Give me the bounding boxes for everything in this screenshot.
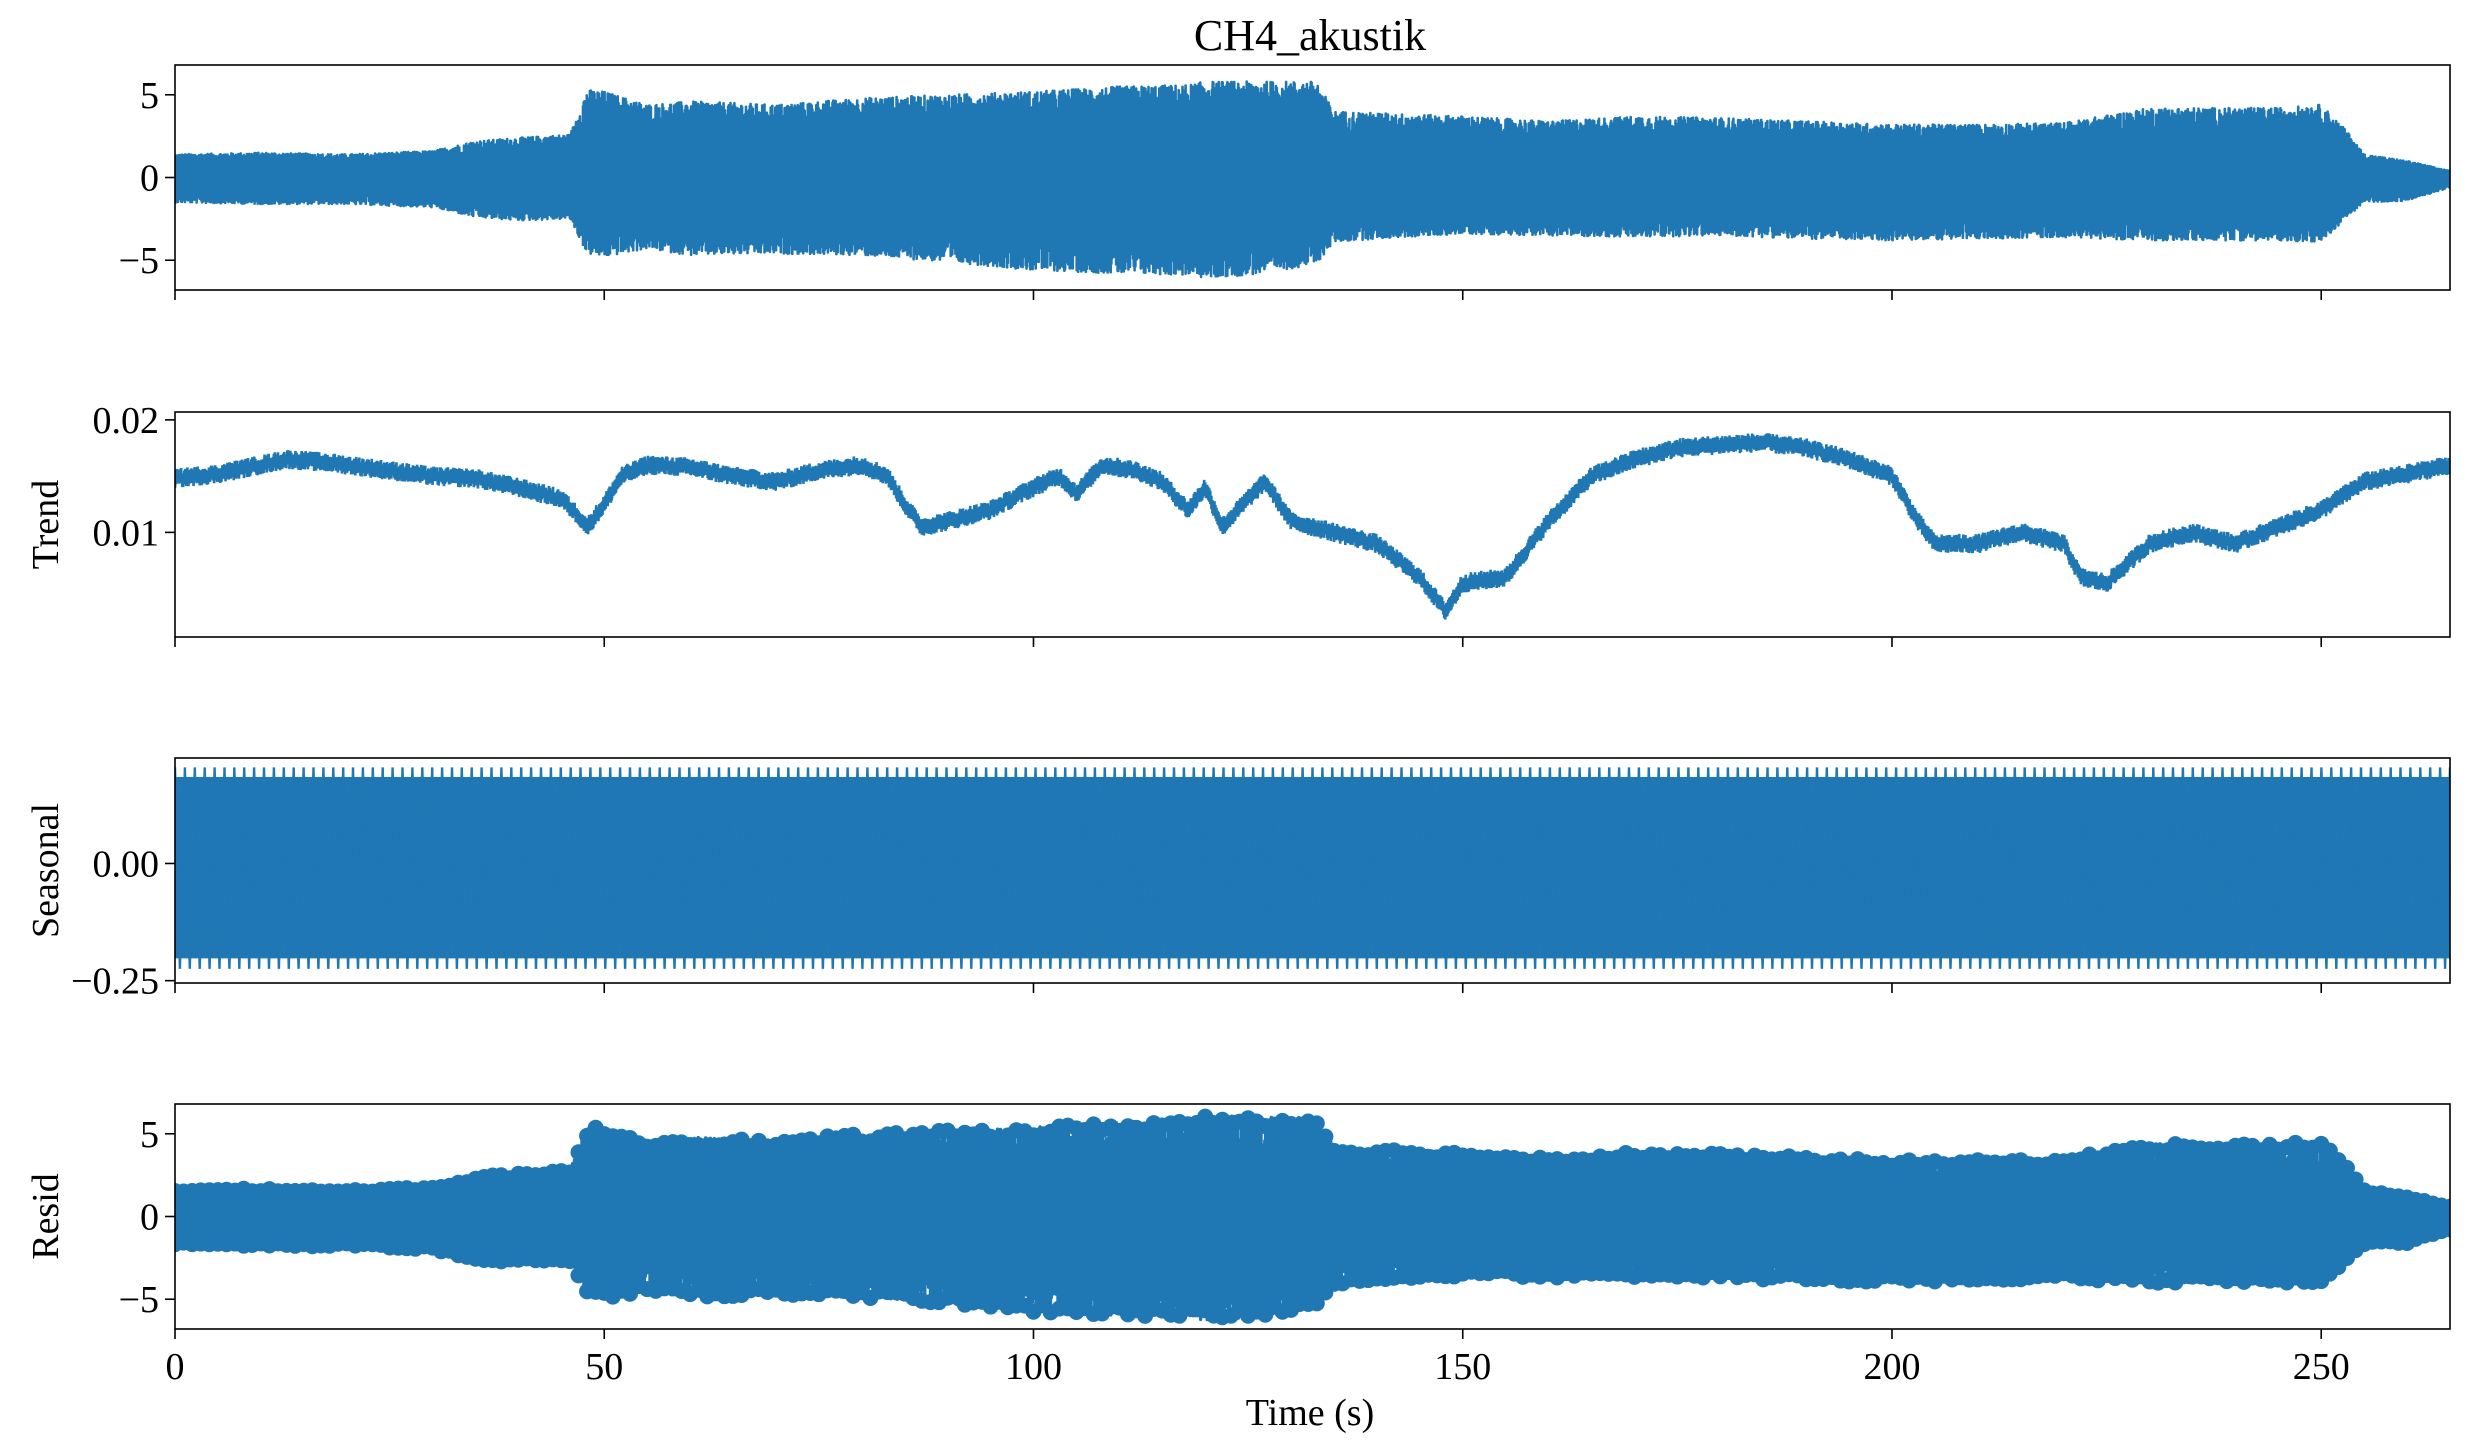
x-axis-label: Time (s) bbox=[1246, 1392, 1374, 1434]
x-tick-label: 100 bbox=[1005, 1346, 1062, 1388]
x-tick-label: 0 bbox=[166, 1346, 185, 1388]
trend-y-axis-label: Trend bbox=[25, 480, 67, 569]
y-tick-label: 5 bbox=[140, 75, 159, 117]
resid-marker bbox=[1317, 1128, 1334, 1145]
resid-marker bbox=[570, 1144, 587, 1161]
resid-marker bbox=[570, 1267, 587, 1284]
trend-series-line bbox=[175, 433, 2450, 620]
seasonal-series-line bbox=[175, 767, 2450, 969]
seasonal-y-axis-label: Seasonal bbox=[25, 803, 67, 938]
y-tick-label: 0 bbox=[140, 158, 159, 200]
y-tick-label: −0.25 bbox=[71, 961, 159, 1003]
panel-frame bbox=[174, 757, 2451, 984]
y-tick-label: −5 bbox=[119, 1279, 159, 1321]
resid-marker bbox=[2347, 1171, 2364, 1188]
y-tick-label: 0 bbox=[140, 1197, 159, 1239]
resid-series-line bbox=[175, 1114, 2450, 1322]
observed-series-line bbox=[175, 80, 2450, 279]
resid-marker bbox=[2442, 1198, 2450, 1215]
resid-marker bbox=[2338, 1159, 2355, 1176]
panel-trend: 0.02 0.01 Trend bbox=[25, 400, 2451, 647]
panel-frame bbox=[174, 411, 2451, 638]
resid-y-axis-label: Resid bbox=[25, 1173, 67, 1260]
resid-marker bbox=[561, 1253, 578, 1270]
y-tick-label: 0.02 bbox=[93, 400, 160, 442]
y-tick-label: 0.01 bbox=[93, 512, 160, 554]
resid-marker bbox=[2442, 1221, 2450, 1238]
y-tick-label: 0.00 bbox=[93, 843, 160, 885]
resid-marker bbox=[1308, 1295, 1325, 1312]
resid-marker bbox=[561, 1164, 578, 1181]
y-tick-label: 5 bbox=[140, 1114, 159, 1156]
figure-title: CH4_akustik bbox=[1194, 11, 1426, 60]
x-tick-label: 250 bbox=[2293, 1346, 2350, 1388]
x-tick-label: 200 bbox=[1863, 1346, 1920, 1388]
resid-marker bbox=[1308, 1115, 1325, 1132]
panel-observed: 5 0 −5 bbox=[119, 64, 2451, 300]
y-tick-label: −5 bbox=[119, 240, 159, 282]
x-tick-label: 150 bbox=[1434, 1346, 1491, 1388]
x-tick-label: 50 bbox=[585, 1346, 623, 1388]
